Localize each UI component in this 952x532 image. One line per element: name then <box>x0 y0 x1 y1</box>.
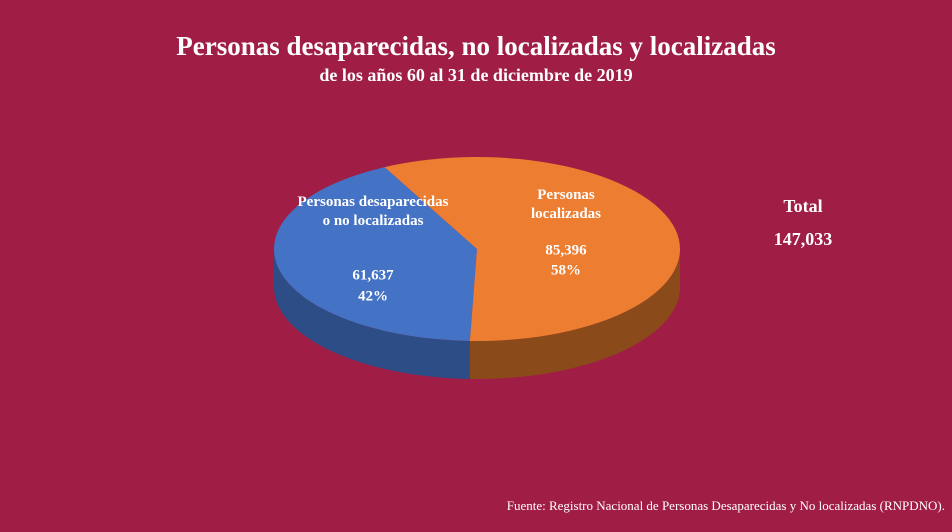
category-label-box: Personas desaparecidas o no localizadas <box>297 194 449 229</box>
percentage-label: 58% <box>551 262 581 278</box>
category-label: Personas localizadas <box>531 187 601 222</box>
chart-subtitle: de los años 60 al 31 de diciembre de 201… <box>319 65 632 85</box>
slice <box>384 157 680 341</box>
value-label: 85,396 <box>545 242 587 258</box>
value-label: 61,637 <box>352 267 394 283</box>
total-label: Total <box>783 196 822 216</box>
slice <box>273 167 477 341</box>
source: Fuente: Registro Nacional de Personas De… <box>507 498 945 513</box>
category-label: Personas desaparecidas o no localizadas <box>297 194 449 229</box>
category-label-box: Personas localizadas <box>531 187 601 222</box>
slice-side <box>469 250 680 379</box>
slice-side <box>274 249 470 379</box>
total-value: 147,033 <box>774 229 833 249</box>
percentage-label: 42% <box>358 288 388 304</box>
chart-title: Personas desaparecidas, no localizadas y… <box>176 31 776 61</box>
